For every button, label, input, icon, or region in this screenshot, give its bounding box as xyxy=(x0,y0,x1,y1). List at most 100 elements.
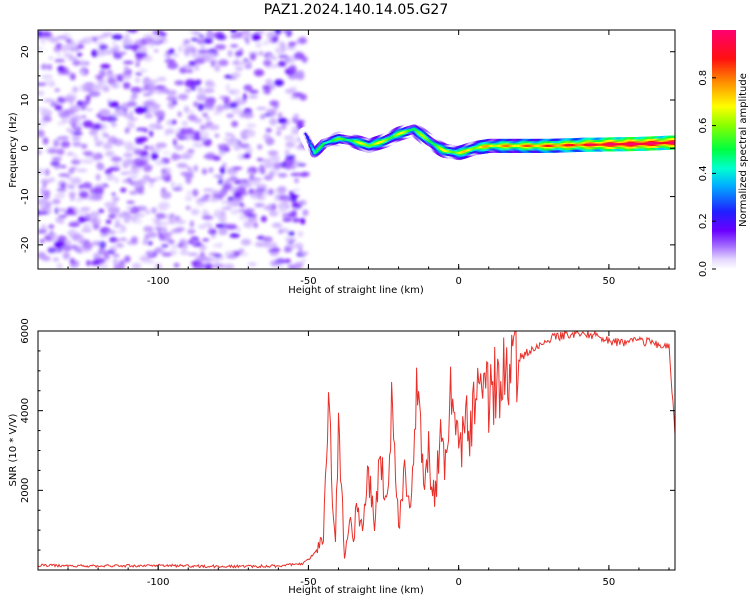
noise-blob xyxy=(142,174,151,180)
noise-blob xyxy=(153,49,159,53)
noise-blob xyxy=(277,173,288,178)
noise-blob xyxy=(278,60,287,67)
noise-blob xyxy=(39,205,51,212)
noise-blob xyxy=(253,222,258,229)
noise-blob xyxy=(150,207,157,214)
noise-blob xyxy=(235,96,243,101)
noise-blob xyxy=(188,114,197,122)
noise-blob xyxy=(223,263,235,269)
noise-blob xyxy=(278,205,287,213)
noise-blob xyxy=(69,257,76,266)
noise-blob xyxy=(215,223,225,229)
noise-blob xyxy=(112,82,118,89)
noise-blob xyxy=(161,244,169,248)
noise-blob xyxy=(288,190,295,196)
noise-blob xyxy=(99,78,107,86)
noise-blob xyxy=(40,187,45,196)
noise-blob xyxy=(229,175,238,182)
noise-blob xyxy=(233,191,243,199)
noise-blob xyxy=(50,160,60,167)
noise-blob xyxy=(124,65,129,72)
noise-blob xyxy=(189,220,195,228)
noise-blob xyxy=(94,139,105,143)
noise-blob xyxy=(285,30,292,37)
noise-blob xyxy=(154,110,165,117)
noise-blob xyxy=(194,136,201,141)
noise-blob xyxy=(135,141,144,145)
noise-blob xyxy=(111,192,116,196)
noise-blob xyxy=(183,105,190,114)
noise-blob xyxy=(52,257,60,262)
noise-blob xyxy=(104,133,109,138)
noise-blob xyxy=(213,209,223,217)
noise-blob xyxy=(145,250,155,256)
noise-blob xyxy=(38,149,42,155)
noise-blob xyxy=(77,216,87,223)
noise-blob xyxy=(102,85,110,93)
noise-blob xyxy=(282,218,293,222)
noise-blob xyxy=(99,44,109,51)
colorbar-tick-label: 0.2 xyxy=(698,213,709,229)
noise-blob xyxy=(218,59,229,67)
noise-blob xyxy=(208,124,220,131)
noise-blob xyxy=(299,172,310,177)
noise-blob xyxy=(120,187,127,193)
noise-blob xyxy=(106,51,111,55)
noise-blob xyxy=(208,197,220,202)
noise-blob xyxy=(174,216,181,221)
noise-blob xyxy=(160,191,172,199)
noise-blob xyxy=(54,207,59,215)
noise-blob xyxy=(55,42,63,50)
colorbar-tick-label: 0.0 xyxy=(698,261,709,277)
noise-blob xyxy=(111,34,124,40)
noise-blob xyxy=(185,68,194,74)
noise-blob xyxy=(73,247,81,252)
noise-blob xyxy=(61,183,66,189)
noise-blob xyxy=(122,179,132,183)
noise-blob xyxy=(49,177,55,182)
noise-blob xyxy=(295,145,305,150)
noise-blob xyxy=(177,93,189,101)
noise-blob xyxy=(154,226,165,231)
noise-blob xyxy=(283,246,292,253)
noise-blob xyxy=(207,52,215,57)
noise-blob xyxy=(289,96,301,100)
noise-blob xyxy=(221,206,233,211)
noise-blob xyxy=(290,172,302,177)
spectrogram-ytick-label: -20 xyxy=(20,237,31,253)
noise-blob xyxy=(180,153,192,160)
noise-blob xyxy=(149,79,158,84)
noise-blob xyxy=(68,168,75,174)
noise-blob xyxy=(253,69,265,77)
noise-blob xyxy=(285,163,291,170)
noise-blob xyxy=(297,163,306,167)
noise-blob xyxy=(183,47,191,56)
noise-blob xyxy=(269,100,279,107)
noise-blob xyxy=(135,72,143,76)
noise-blob xyxy=(86,260,91,266)
noise-blob xyxy=(274,30,282,35)
noise-blob xyxy=(164,128,169,137)
noise-blob xyxy=(79,191,89,199)
noise-blob xyxy=(71,135,82,141)
noise-blob xyxy=(184,195,193,202)
noise-blob xyxy=(91,49,99,58)
noise-blob xyxy=(295,74,305,81)
noise-blob xyxy=(50,101,59,106)
noise-blob xyxy=(54,104,63,111)
noise-blob xyxy=(271,222,283,228)
noise-blob xyxy=(124,34,130,38)
noise-blob xyxy=(216,104,225,112)
colorbar-gradient xyxy=(712,30,736,269)
noise-blob xyxy=(236,227,241,232)
noise-blob xyxy=(147,178,157,182)
noise-blob xyxy=(201,215,214,220)
noise-blob xyxy=(111,40,117,46)
noise-blob xyxy=(233,145,242,151)
noise-blob xyxy=(66,230,79,235)
noise-blob xyxy=(213,174,224,178)
noise-blob xyxy=(57,136,67,141)
noise-blob xyxy=(205,264,212,269)
noise-blob xyxy=(190,208,200,216)
